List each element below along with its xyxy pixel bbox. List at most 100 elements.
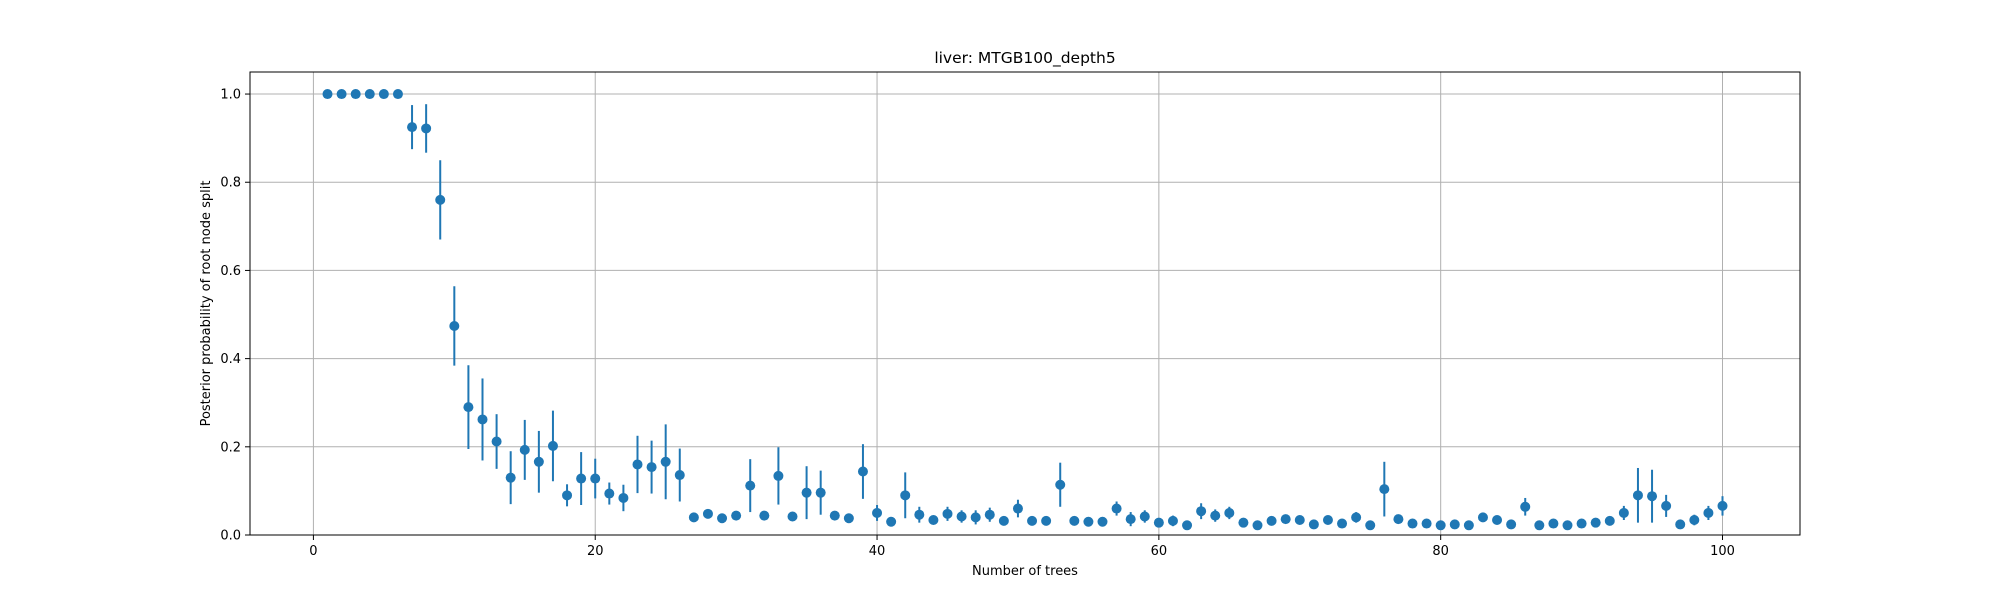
data-point (688, 512, 699, 523)
data-point (886, 516, 897, 527)
data-point (872, 507, 883, 518)
data-point (336, 89, 347, 100)
plot-area-frame (249, 71, 1801, 536)
data-point (1477, 512, 1488, 523)
data-point (773, 470, 784, 481)
data-point (914, 509, 925, 520)
data-point (1407, 518, 1418, 529)
data-point (1041, 515, 1052, 526)
data-point (1618, 507, 1629, 518)
data-point (491, 436, 502, 447)
chart-title: liver: MTGB100_depth5 (934, 49, 1115, 68)
data-point (1604, 515, 1615, 526)
data-point (857, 466, 868, 477)
y-axis-ticks: 0.0 0.2 0.4 0.6 0.8 1.0 (220, 88, 250, 544)
data-point (1308, 519, 1319, 530)
data-point (392, 89, 403, 100)
data-point (1506, 519, 1517, 530)
data-point (843, 513, 854, 524)
data-point (1379, 484, 1390, 495)
data-point (942, 508, 953, 519)
data-point (1182, 520, 1193, 531)
data-point (1238, 517, 1249, 528)
data-point (1435, 520, 1446, 531)
data-point (1421, 518, 1432, 529)
data-point (1055, 479, 1066, 490)
data-point (604, 488, 615, 499)
data-point (1463, 520, 1474, 531)
data-point (632, 459, 643, 470)
data-point (1562, 520, 1573, 531)
data-point (1365, 520, 1376, 531)
data-point (1167, 515, 1178, 526)
data-point (1111, 503, 1122, 514)
data-point (674, 470, 685, 481)
data-point (759, 510, 770, 521)
data-point (956, 511, 967, 522)
data-point (829, 510, 840, 521)
data-point (449, 320, 460, 331)
x-tick-label: 40 (869, 544, 886, 559)
data-point (1576, 518, 1587, 529)
data-point (519, 444, 530, 455)
data-point (435, 194, 446, 205)
data-point (646, 462, 657, 473)
data-point (1294, 515, 1305, 526)
data-point (970, 512, 981, 523)
y-tick-label: 0.6 (220, 264, 241, 279)
data-point (1689, 515, 1700, 526)
data-point (1590, 517, 1601, 528)
data-point (998, 515, 1009, 526)
data-point (801, 487, 812, 498)
data-point (1449, 519, 1460, 530)
data-point (350, 89, 361, 100)
data-point (1534, 520, 1545, 531)
data-point (984, 509, 995, 520)
data-point (717, 513, 728, 524)
data-point (1210, 510, 1221, 521)
data-point (1196, 506, 1207, 517)
data-point (1083, 516, 1094, 527)
x-tick-label: 20 (587, 544, 604, 559)
data-point (576, 473, 587, 484)
data-point (1280, 514, 1291, 525)
data-point (590, 473, 601, 484)
data-point (1125, 514, 1136, 525)
data-point (364, 89, 375, 100)
data-points (322, 89, 1728, 531)
data-point (745, 480, 756, 491)
data-point (1548, 518, 1559, 529)
data-point (463, 402, 474, 413)
data-point (322, 89, 333, 100)
data-point (1492, 515, 1503, 526)
x-axis-ticks: 0 20 40 60 80 100 (309, 535, 1735, 559)
data-point (618, 492, 629, 503)
data-point (1661, 500, 1672, 511)
data-point (505, 472, 516, 483)
data-point (1322, 515, 1333, 526)
x-tick-label: 60 (1151, 544, 1168, 559)
data-point (1012, 503, 1023, 514)
y-tick-label: 0.4 (220, 352, 241, 367)
data-point (1069, 515, 1080, 526)
x-tick-label: 80 (1432, 544, 1449, 559)
data-point (1266, 515, 1277, 526)
data-point (731, 510, 742, 521)
data-point (1632, 490, 1643, 501)
data-point (1153, 517, 1164, 528)
data-point (1252, 520, 1263, 531)
y-tick-label: 0.0 (220, 529, 241, 544)
data-point (1520, 501, 1531, 512)
data-point (1717, 500, 1728, 511)
data-point (1647, 491, 1658, 502)
data-point (900, 490, 911, 501)
data-point (702, 508, 713, 519)
data-point (660, 456, 671, 467)
data-point (1351, 512, 1362, 523)
data-point (1337, 518, 1348, 529)
data-point (1703, 507, 1714, 518)
data-point (815, 487, 826, 498)
x-tick-label: 0 (309, 544, 317, 559)
